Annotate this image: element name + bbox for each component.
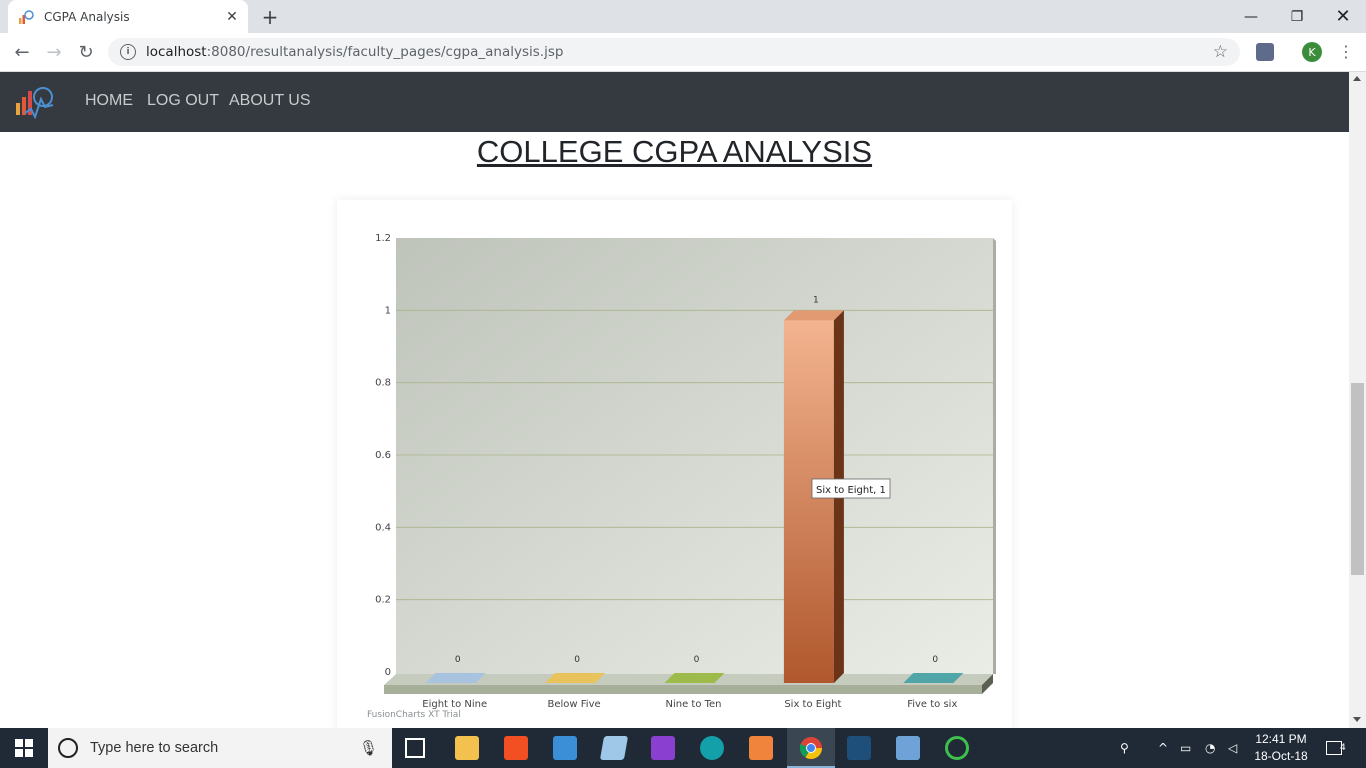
chart-watermark: FusionCharts XT Trial bbox=[367, 710, 461, 720]
plot-area-side bbox=[993, 238, 996, 674]
reload-icon[interactable]: ↻ bbox=[78, 41, 94, 63]
app-icon-1[interactable] bbox=[553, 736, 577, 760]
site-navbar: HOME LOG OUT ABOUT US bbox=[0, 72, 1349, 132]
y-tick-label: 0 bbox=[385, 667, 391, 678]
cortana-icon bbox=[58, 738, 78, 758]
y-tick-label: 0.6 bbox=[375, 450, 391, 461]
data-label: 0 bbox=[455, 655, 461, 665]
clock-time: 12:41 PM bbox=[1255, 732, 1307, 746]
store-icon[interactable] bbox=[504, 736, 528, 760]
tray-expand-icon[interactable]: ^ bbox=[1158, 741, 1169, 755]
browser-toolbar: ← → ↻ i localhost:8080/resultanalysis/fa… bbox=[0, 33, 1366, 72]
microphone-icon[interactable]: 🎙 bbox=[358, 739, 378, 757]
app-icon-5[interactable] bbox=[945, 736, 969, 760]
profile-avatar[interactable]: K bbox=[1302, 42, 1322, 62]
bar[interactable] bbox=[425, 673, 486, 683]
phpstorm-icon[interactable] bbox=[651, 736, 675, 760]
x-tick-label: Nine to Ten bbox=[665, 699, 721, 710]
window-close-icon[interactable]: ✕ bbox=[1335, 6, 1351, 27]
url-host: localhost bbox=[146, 44, 207, 60]
y-tick-label: 0.4 bbox=[375, 522, 391, 533]
scroll-up-arrow-icon[interactable] bbox=[1353, 76, 1361, 81]
bar-top bbox=[783, 310, 844, 321]
people-icon[interactable]: ⚲ bbox=[1120, 741, 1129, 755]
page-viewport: HOME LOG OUT ABOUT US COLLEGE CGPA ANALY… bbox=[0, 72, 1349, 728]
new-tab-icon[interactable]: + bbox=[261, 5, 279, 29]
site-logo-icon[interactable] bbox=[15, 85, 55, 119]
battery-icon[interactable]: ▭ bbox=[1180, 741, 1192, 755]
data-label: 0 bbox=[574, 655, 580, 665]
app-icon-3[interactable] bbox=[847, 736, 871, 760]
restore-icon[interactable]: ❐ bbox=[1290, 8, 1304, 25]
back-icon[interactable]: ← bbox=[14, 41, 30, 63]
y-tick-label: 0.8 bbox=[375, 378, 391, 389]
windows-taskbar: Type here to search 🎙 ⚲ ^ ▭ ◔ ◁ 12:41 PM… bbox=[0, 728, 1366, 768]
notification-count: 4 bbox=[1340, 743, 1346, 753]
minimize-icon[interactable]: — bbox=[1244, 8, 1258, 25]
nav-home-link[interactable]: HOME bbox=[85, 92, 133, 109]
arduino-icon[interactable] bbox=[700, 736, 724, 760]
taskbar-search[interactable]: Type here to search 🎙 bbox=[48, 728, 392, 768]
x-tick-label: Eight to Nine bbox=[422, 699, 487, 710]
taskbar-clock[interactable]: 12:41 PM 18-Oct-18 bbox=[1248, 731, 1314, 765]
notifications-icon[interactable]: 4 bbox=[1326, 728, 1346, 768]
bar[interactable] bbox=[903, 673, 964, 683]
start-button[interactable] bbox=[0, 728, 48, 768]
chart-tooltip-text: Six to Eight, 1 bbox=[816, 485, 886, 496]
x-tick-label: Six to Eight bbox=[784, 699, 841, 710]
data-label: 1 bbox=[813, 295, 819, 305]
file-explorer-icon[interactable] bbox=[455, 736, 479, 760]
taskbar-search-placeholder: Type here to search bbox=[90, 740, 219, 756]
address-bar[interactable]: i localhost:8080/resultanalysis/faculty_… bbox=[108, 38, 1240, 66]
y-tick-label: 1.2 bbox=[375, 233, 391, 244]
menu-kebab-icon[interactable]: ⋮ bbox=[1338, 42, 1354, 61]
x-tick-label: Below Five bbox=[548, 699, 601, 710]
app-icon-4[interactable] bbox=[896, 736, 920, 760]
extension-icon[interactable] bbox=[1256, 43, 1274, 61]
bar[interactable] bbox=[664, 673, 725, 683]
bar[interactable] bbox=[545, 673, 606, 683]
scroll-down-arrow-icon[interactable] bbox=[1353, 717, 1361, 722]
y-tick-label: 1 bbox=[385, 305, 391, 316]
chrome-icon bbox=[800, 737, 822, 759]
scroll-thumb[interactable] bbox=[1351, 383, 1364, 575]
browser-tab[interactable]: CGPA Analysis ✕ bbox=[8, 0, 248, 33]
chart-floor-front bbox=[384, 685, 982, 694]
x-tick-label: Five to six bbox=[907, 699, 957, 710]
plot-area bbox=[396, 238, 993, 674]
nav-logout-link[interactable]: LOG OUT bbox=[147, 92, 220, 109]
app-icon-2[interactable] bbox=[599, 736, 629, 760]
page-title: COLLEGE CGPA ANALYSIS bbox=[476, 134, 873, 169]
forward-icon[interactable]: → bbox=[46, 41, 62, 63]
chart-floor-side bbox=[982, 674, 993, 694]
tab-close-icon[interactable]: ✕ bbox=[226, 8, 238, 25]
nav-about-link[interactable]: ABOUT US bbox=[229, 92, 311, 109]
tab-title: CGPA Analysis bbox=[44, 9, 130, 24]
clock-date: 18-Oct-18 bbox=[1254, 749, 1308, 763]
wifi-icon[interactable]: ◔ bbox=[1205, 741, 1216, 755]
task-view-icon[interactable] bbox=[405, 738, 425, 758]
volume-icon[interactable]: ◁ bbox=[1228, 741, 1238, 755]
bookmark-star-icon[interactable]: ☆ bbox=[1212, 42, 1228, 62]
data-label: 0 bbox=[694, 655, 700, 665]
xampp-icon[interactable] bbox=[749, 736, 773, 760]
y-tick-label: 0.2 bbox=[375, 595, 391, 606]
windows-logo-icon bbox=[15, 739, 33, 757]
chart-card: 0 0.2 0.4 0.6 0.8 1 1.2 Eight to Nine Below Fiv… bbox=[337, 200, 1012, 728]
chart-tooltip-box bbox=[811, 478, 891, 499]
site-info-icon[interactable]: i bbox=[120, 44, 136, 60]
chrome-taskbar-button[interactable] bbox=[787, 728, 835, 768]
favicon-icon bbox=[18, 9, 34, 25]
bar[interactable] bbox=[783, 320, 834, 683]
cgpa-bar-chart: 0 0.2 0.4 0.6 0.8 1 1.2 Eight to Nine Below Fiv… bbox=[367, 233, 996, 720]
tab-strip: CGPA Analysis ✕ + — ❐ ✕ bbox=[0, 0, 1366, 33]
page-scrollbar[interactable] bbox=[1349, 72, 1366, 728]
data-label: 0 bbox=[932, 655, 938, 665]
url-path: :8080/resultanalysis/faculty_pages/cgpa_… bbox=[206, 44, 564, 60]
